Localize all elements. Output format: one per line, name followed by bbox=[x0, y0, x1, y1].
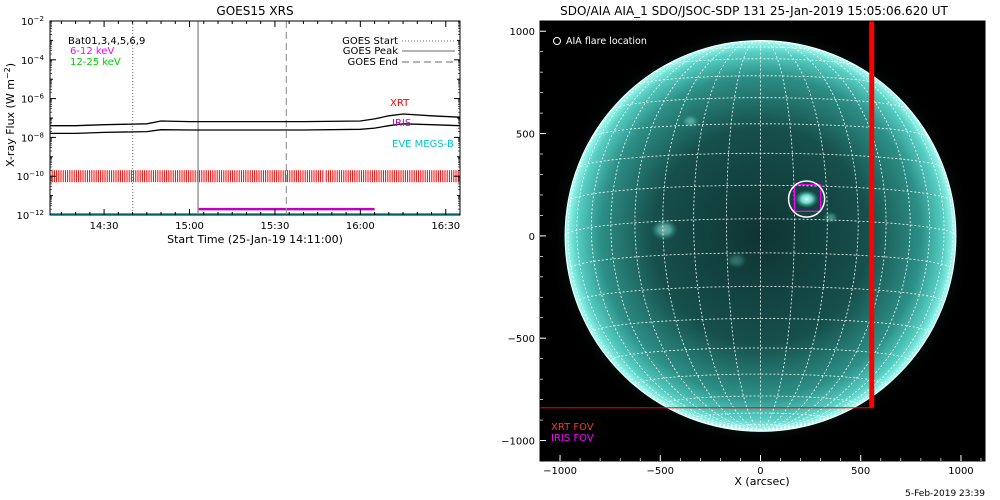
aia-map-panel: SDO/AIA AIA_1 SDO/JSOC-SDP 131 25-Jan-20… bbox=[501, 4, 986, 488]
xrt-fov-label: XRT FOV bbox=[551, 422, 594, 433]
y-tick-label: 10−4 bbox=[21, 54, 45, 67]
map-y-tick-label: −1000 bbox=[501, 437, 535, 448]
flare-legend-label: AIA flare location bbox=[566, 36, 647, 47]
footer-date: 5-Feb-2019 23:39 bbox=[905, 489, 985, 499]
latitude-line bbox=[610, 347, 911, 362]
longitude-line bbox=[576, 45, 761, 431]
latitude-line bbox=[663, 58, 858, 67]
longitude-line bbox=[634, 41, 761, 431]
y-tick-label: 10−10 bbox=[16, 170, 44, 183]
goes-flux-curves bbox=[50, 113, 461, 135]
goes-legend: GOES Start GOES Peak GOES End bbox=[342, 36, 455, 68]
instrument-coverage-bars bbox=[49, 170, 460, 216]
solar-disk bbox=[565, 40, 956, 432]
iris-fov-label: IRIS FOV bbox=[551, 433, 594, 444]
longitude-line bbox=[567, 60, 761, 431]
goes-y-axis-label: X-ray Flux (W m−2) bbox=[3, 63, 17, 167]
coverage-xrt-0 bbox=[49, 170, 324, 183]
y-tick-label: 10−8 bbox=[21, 131, 44, 144]
x-tick-label: 16:30 bbox=[431, 221, 460, 232]
map-x-tick-label: 0 bbox=[757, 466, 763, 477]
active-region bbox=[794, 190, 819, 209]
aia-x-axis-label: X (arcsec) bbox=[734, 475, 789, 488]
longitude-line bbox=[760, 40, 859, 431]
map-x-tick-label: −500 bbox=[647, 466, 674, 477]
map-frame bbox=[539, 20, 986, 462]
xrt-fov-edge bbox=[869, 21, 875, 408]
longitude-line bbox=[760, 45, 945, 431]
longitude-line bbox=[760, 41, 887, 431]
flux-series-2 bbox=[50, 123, 461, 135]
active-region bbox=[650, 219, 679, 241]
bat-channels-label: Bat01,3,4,5,6,9 bbox=[68, 36, 145, 47]
flare-legend-symbol bbox=[553, 37, 561, 45]
latitude-line bbox=[576, 286, 945, 303]
map-x-tick-label: 500 bbox=[851, 466, 870, 477]
goes-event-lines bbox=[131, 21, 287, 215]
longitude-line bbox=[590, 43, 761, 431]
active-region bbox=[822, 211, 839, 224]
active-region bbox=[681, 114, 700, 129]
goes-title: GOES15 XRS bbox=[216, 4, 293, 18]
channel-label-low: 6-12 keV bbox=[70, 46, 114, 57]
flare-location-marker bbox=[787, 180, 826, 218]
y-tick-label: 10−6 bbox=[21, 93, 45, 106]
longitude-line bbox=[693, 40, 761, 431]
longitude-line bbox=[760, 40, 828, 431]
legend-start-label: GOES Start bbox=[342, 36, 398, 47]
goes-x-axis-label: Start Time (25-Jan-19 14:11:00) bbox=[167, 233, 343, 246]
iris-fov-box bbox=[793, 184, 822, 212]
map-axis-ticks: −1000 −500 0 500 1000 1000 500 0 −500 −1000 bbox=[501, 27, 982, 477]
iris-label: IRIS bbox=[392, 118, 411, 129]
longitude-line bbox=[726, 40, 761, 431]
solar-limb bbox=[564, 39, 957, 432]
legend-end-label: GOES End bbox=[348, 57, 398, 68]
axis-ticks: 14:30 15:00 15:30 16:00 16:30 10−2 10−4 10−6 10−… bbox=[16, 15, 461, 232]
longitude-line bbox=[662, 40, 761, 431]
map-x-tick-label: 1000 bbox=[948, 466, 973, 477]
legend-peak-label: GOES Peak bbox=[343, 46, 398, 57]
x-tick-label: 15:00 bbox=[175, 221, 204, 232]
longitude-line bbox=[760, 60, 954, 431]
map-y-tick-label: −500 bbox=[508, 334, 535, 345]
longitude-line bbox=[760, 40, 795, 431]
map-y-tick-label: 0 bbox=[529, 232, 535, 243]
longitude-line bbox=[760, 43, 931, 431]
channel-label-high: 12-25 keV bbox=[70, 57, 121, 68]
latitude-line bbox=[635, 75, 886, 86]
map-x-tick-label: −1000 bbox=[543, 466, 577, 477]
goes-xrs-panel: GOES15 XRS 14:30 15:00 15:30 16:00 16:30 10−2… bbox=[3, 4, 461, 246]
latitude-line bbox=[695, 46, 826, 52]
x-tick-label: 16:00 bbox=[346, 221, 375, 232]
aia-title: SDO/AIA AIA_1 SDO/JSOC-SDP 131 25-Jan-20… bbox=[560, 4, 948, 18]
x-tick-label: 14:30 bbox=[90, 221, 119, 232]
active-regions bbox=[650, 114, 839, 269]
y-tick-label: 10−12 bbox=[16, 209, 44, 222]
xrt-label: XRT bbox=[390, 98, 410, 109]
map-y-tick-label: 1000 bbox=[510, 27, 535, 38]
flux-series-1 bbox=[50, 113, 461, 127]
y-tick-label: 10−2 bbox=[21, 15, 44, 28]
latitude-line bbox=[565, 218, 956, 236]
map-y-tick-label: 500 bbox=[516, 130, 535, 141]
coverage-xrt-1 bbox=[325, 170, 459, 183]
x-tick-label: 15:30 bbox=[261, 221, 290, 232]
eve-label: EVE MEGS-B bbox=[392, 139, 454, 150]
active-region bbox=[725, 252, 748, 269]
